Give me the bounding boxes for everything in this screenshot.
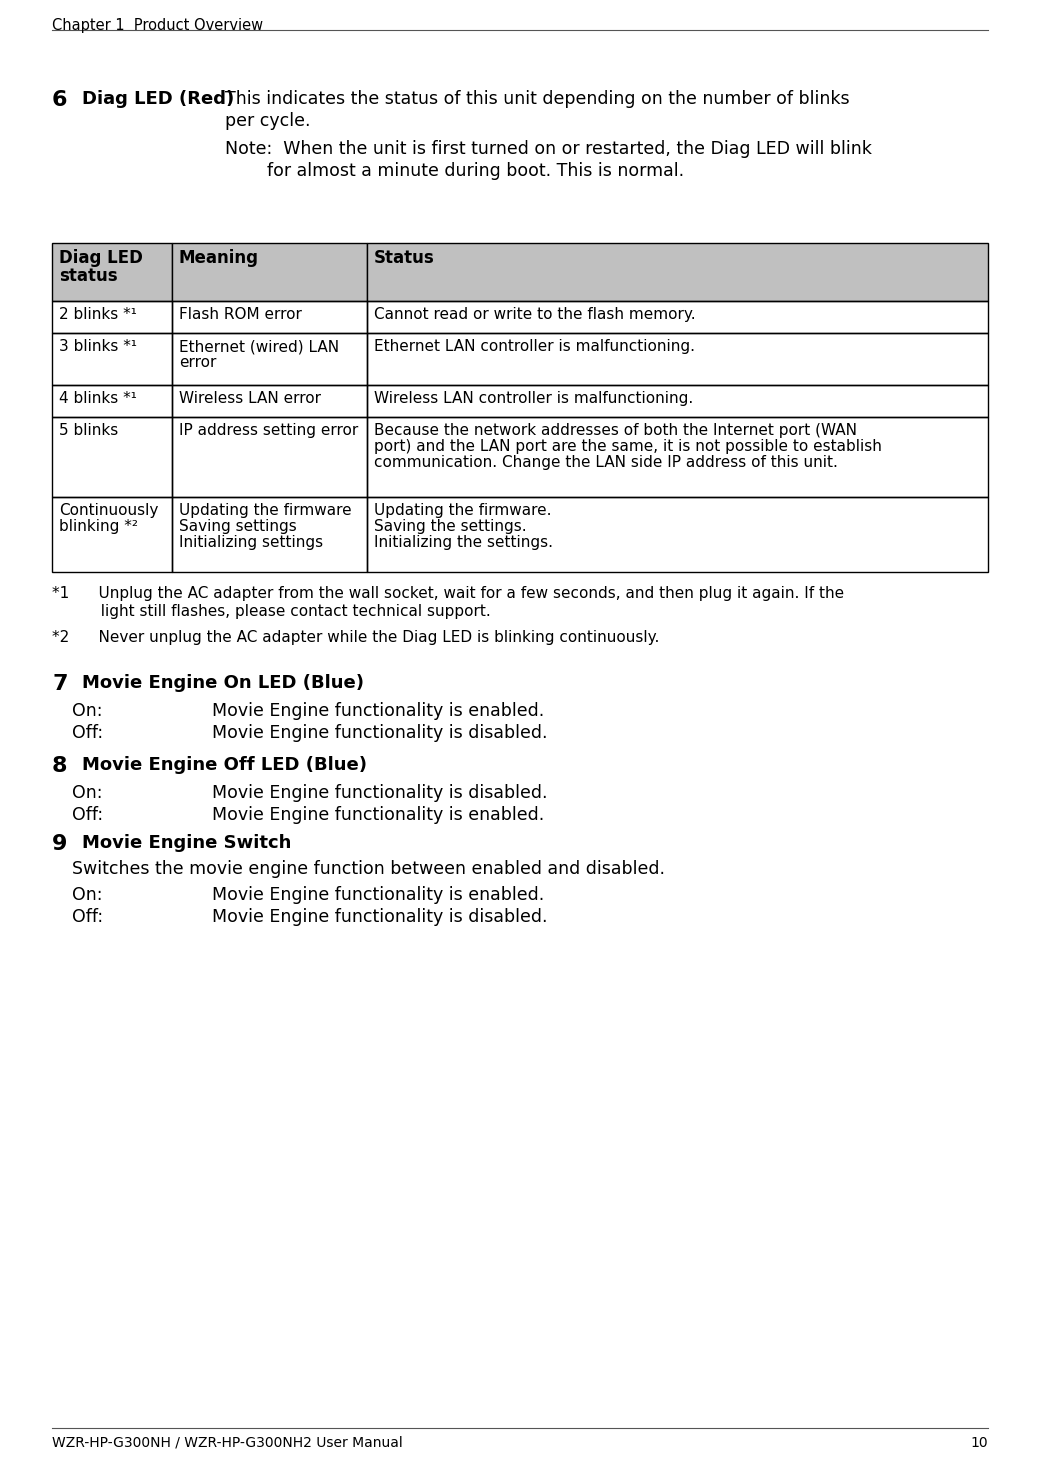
Text: Movie Engine functionality is enabled.: Movie Engine functionality is enabled.	[212, 805, 544, 824]
Text: Off:: Off:	[72, 724, 103, 743]
Text: Off:: Off:	[72, 805, 103, 824]
Text: 10: 10	[970, 1436, 988, 1450]
Bar	[52, 333, 172, 385]
Text: Wireless LAN controller is malfunctioning.: Wireless LAN controller is malfunctionin…	[374, 391, 694, 406]
Text: IP address setting error: IP address setting error	[179, 423, 358, 438]
Text: Initializing the settings.: Initializing the settings.	[374, 535, 553, 550]
Text: Because the network addresses of both the Internet port (WAN: Because the network addresses of both th…	[374, 423, 857, 438]
Text: status: status	[59, 267, 118, 285]
Bar	[367, 244, 988, 301]
Text: Saving settings: Saving settings	[179, 519, 296, 534]
Text: Continuously: Continuously	[59, 503, 158, 518]
Text: per cycle.: per cycle.	[225, 112, 311, 130]
Text: 8: 8	[52, 756, 68, 776]
Text: blinking *²: blinking *²	[59, 519, 138, 534]
Text: 2 blinks *¹: 2 blinks *¹	[59, 306, 137, 322]
Text: Diag LED: Diag LED	[59, 249, 142, 267]
Bar	[52, 417, 172, 498]
Text: *1      Unplug the AC adapter from the wall socket, wait for a few seconds, and : *1 Unplug the AC adapter from the wall s…	[52, 587, 844, 601]
Text: communication. Change the LAN side IP address of this unit.: communication. Change the LAN side IP ad…	[374, 455, 838, 470]
Text: error: error	[179, 355, 216, 371]
Text: WZR-HP-G300NH / WZR-HP-G300NH2 User Manual: WZR-HP-G300NH / WZR-HP-G300NH2 User Manu…	[52, 1436, 402, 1450]
Bar	[52, 244, 172, 301]
Bar	[172, 385, 367, 417]
Text: *2      Never unplug the AC adapter while the Diag LED is blinking continuously.: *2 Never unplug the AC adapter while the…	[52, 630, 659, 645]
Text: for almost a minute during boot. This is normal.: for almost a minute during boot. This is…	[267, 162, 684, 179]
Bar	[367, 301, 988, 333]
Text: 6: 6	[52, 90, 68, 109]
Text: Movie Engine functionality is disabled.: Movie Engine functionality is disabled.	[212, 724, 547, 743]
Bar	[172, 417, 367, 498]
Text: Movie Engine functionality is disabled.: Movie Engine functionality is disabled.	[212, 907, 547, 926]
Bar	[52, 301, 172, 333]
Text: Status: Status	[374, 249, 435, 267]
Text: This indicates the status of this unit depending on the number of blinks: This indicates the status of this unit d…	[225, 90, 850, 108]
Bar	[172, 244, 367, 301]
Bar	[367, 417, 988, 498]
Bar	[172, 301, 367, 333]
Text: Saving the settings.: Saving the settings.	[374, 519, 526, 534]
Text: Flash ROM error: Flash ROM error	[179, 306, 302, 322]
Bar	[367, 498, 988, 572]
Text: Updating the firmware: Updating the firmware	[179, 503, 352, 518]
Text: Meaning: Meaning	[179, 249, 259, 267]
Text: On:: On:	[72, 702, 103, 719]
Text: port) and the LAN port are the same, it is not possible to establish: port) and the LAN port are the same, it …	[374, 439, 882, 454]
Bar	[172, 244, 367, 301]
Text: Ethernet (wired) LAN: Ethernet (wired) LAN	[179, 338, 339, 355]
Bar	[52, 498, 172, 572]
Bar	[367, 385, 988, 417]
Text: 4 blinks *¹: 4 blinks *¹	[59, 391, 137, 406]
Text: light still flashes, please contact technical support.: light still flashes, please contact tech…	[52, 604, 491, 619]
Bar	[367, 333, 988, 385]
Text: Diag LED (Red): Diag LED (Red)	[82, 90, 234, 108]
Text: 5 blinks: 5 blinks	[59, 423, 119, 438]
Text: Switches the movie engine function between enabled and disabled.: Switches the movie engine function betwe…	[72, 859, 665, 878]
Text: Cannot read or write to the flash memory.: Cannot read or write to the flash memory…	[374, 306, 696, 322]
Text: 7: 7	[52, 674, 68, 694]
Text: 3 blinks *¹: 3 blinks *¹	[59, 338, 137, 355]
Bar	[172, 498, 367, 572]
Text: Movie Engine functionality is disabled.: Movie Engine functionality is disabled.	[212, 783, 547, 802]
Text: Movie Engine On LED (Blue): Movie Engine On LED (Blue)	[82, 674, 364, 692]
Text: Movie Engine functionality is enabled.: Movie Engine functionality is enabled.	[212, 702, 544, 719]
Text: Movie Engine functionality is enabled.: Movie Engine functionality is enabled.	[212, 886, 544, 905]
Text: On:: On:	[72, 783, 103, 802]
Text: Initializing settings: Initializing settings	[179, 535, 323, 550]
Text: Note:  When the unit is first turned on or restarted, the Diag LED will blink: Note: When the unit is first turned on o…	[225, 140, 872, 158]
Bar	[52, 244, 172, 301]
Bar	[172, 333, 367, 385]
Text: Chapter 1  Product Overview: Chapter 1 Product Overview	[52, 18, 263, 34]
Bar	[52, 385, 172, 417]
Bar	[367, 244, 988, 301]
Text: On:: On:	[72, 886, 103, 905]
Text: Wireless LAN error: Wireless LAN error	[179, 391, 321, 406]
Text: Movie Engine Off LED (Blue): Movie Engine Off LED (Blue)	[82, 756, 367, 775]
Text: Movie Engine Switch: Movie Engine Switch	[82, 835, 291, 852]
Text: Updating the firmware.: Updating the firmware.	[374, 503, 551, 518]
Text: Ethernet LAN controller is malfunctioning.: Ethernet LAN controller is malfunctionin…	[374, 338, 695, 355]
Text: Off:: Off:	[72, 907, 103, 926]
Text: 9: 9	[52, 835, 68, 854]
